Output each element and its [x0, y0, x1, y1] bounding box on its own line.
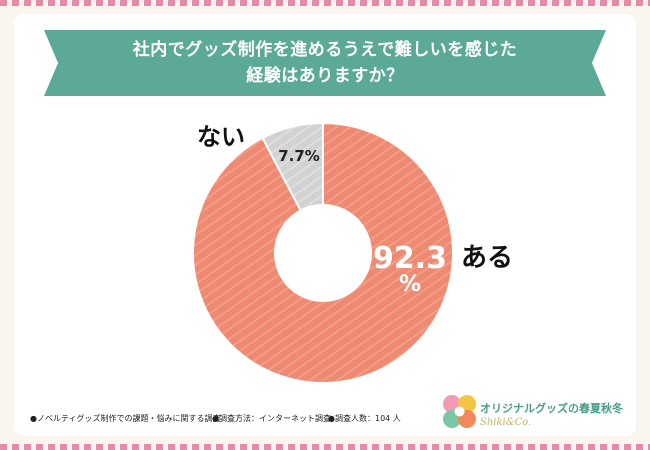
slice-label-nai-name: ない: [197, 123, 245, 151]
bottom-border-stripe: [0, 444, 650, 450]
donut-slice-aru: [192, 121, 454, 384]
slice-label-nai-value: 7.7%: [278, 147, 320, 165]
footnote-survey-topic: ●ノベルティグッズ制作での課題・悩みに関する調査: [30, 414, 221, 423]
donut-slice-nai: [261, 121, 324, 212]
title-banner: 社内でグッズ制作を進めるうえで難しいを感じた 経験はありますか？: [44, 30, 606, 96]
footnote-survey-count: ●調査人数：104 人: [328, 414, 401, 423]
slice-label-aru-value: 92.3: [373, 241, 447, 276]
title-line-2: 経験はありますか？: [246, 66, 404, 86]
brand-name: オリジナルグッズの春夏秋冬: [480, 402, 623, 415]
flower-logo-icon: [443, 395, 476, 428]
brand-logo: オリジナルグッズの春夏秋冬 Shiki&Co.: [440, 390, 630, 436]
slice-label-aru-name: ある: [461, 243, 513, 273]
brand-sub: Shiki&Co.: [480, 417, 532, 428]
slice-label-aru-unit: %: [399, 272, 421, 297]
top-border-stripe: [0, 0, 650, 6]
title-line-1: 社内でグッズ制作を進めるうえで難しいを感じた: [132, 40, 518, 60]
footnote-survey-method: ●調査方法：インターネット調査: [212, 414, 331, 423]
